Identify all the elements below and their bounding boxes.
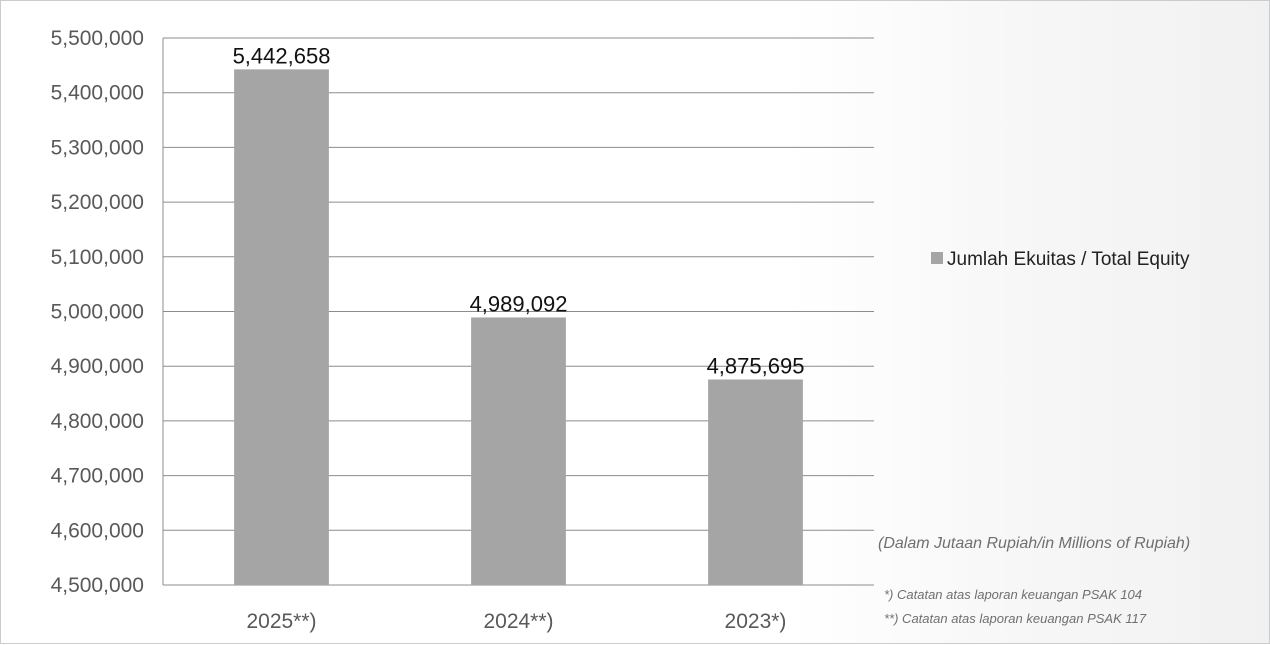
- footnote-psak-117: **) Catatan atas laporan keuangan PSAK 1…: [884, 611, 1147, 626]
- footnote-psak-104: *) Catatan atas laporan keuangan PSAK 10…: [884, 587, 1142, 602]
- y-tick-label: 4,800,000: [51, 410, 144, 433]
- y-tick-label: 4,700,000: [51, 465, 144, 488]
- data-labels: 5,442,658 4,989,092 4,875,695: [233, 43, 805, 378]
- data-label: 4,989,092: [470, 291, 568, 316]
- data-label: 5,442,658: [233, 43, 331, 68]
- y-tick-label: 5,500,000: [51, 27, 144, 50]
- bar: [471, 317, 566, 585]
- unit-note: (Dalam Jutaan Rupiah/in Millions of Rupi…: [878, 535, 1190, 552]
- legend-label: Jumlah Ekuitas / Total Equity: [947, 249, 1190, 270]
- x-category-label: 2024**): [483, 610, 553, 633]
- y-tick-label: 4,900,000: [51, 355, 144, 378]
- bar: [708, 379, 803, 585]
- legend: Jumlah Ekuitas / Total Equity: [931, 249, 1190, 270]
- bar: [234, 69, 329, 585]
- y-tick-label: 5,000,000: [51, 301, 144, 324]
- y-tick-label: 5,400,000: [51, 82, 144, 105]
- x-category-label: 2023*): [725, 610, 787, 633]
- y-tick-label: 5,300,000: [51, 136, 144, 159]
- y-tick-label: 5,200,000: [51, 191, 144, 214]
- y-tick-label: 5,100,000: [51, 246, 144, 269]
- bars: [234, 69, 803, 585]
- x-category-label: 2025**): [246, 610, 316, 633]
- y-tick-label: 4,600,000: [51, 519, 144, 542]
- legend-swatch: [931, 252, 943, 264]
- data-label: 4,875,695: [707, 353, 805, 378]
- y-tick-label: 4,500,000: [51, 574, 144, 597]
- axes: 4,500,000 4,600,000 4,700,000 4,800,000 4,90…: [51, 27, 787, 633]
